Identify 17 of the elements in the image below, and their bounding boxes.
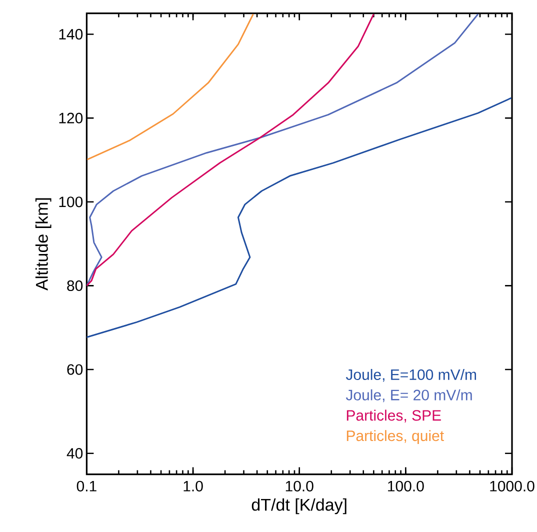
x-tick-label: 100.0: [388, 480, 424, 492]
x-axis-title: dT/dt [K/day]: [252, 498, 346, 514]
text: Particles, quiet: [346, 430, 444, 444]
x-tick-label: 1000.0: [490, 480, 534, 492]
y-tick-label: 40: [66, 448, 83, 459]
y-tick-label: 140: [59, 28, 83, 40]
text: Joule, E= 20 mV/m: [346, 389, 472, 402]
x-tick-label: 0.1: [76, 480, 96, 492]
y-tick-label: 60: [67, 364, 83, 375]
x-tick-label: 1.0: [184, 480, 203, 492]
text: Particles, SPE: [346, 410, 441, 422]
text: Joule, E=100 mV/m: [346, 368, 476, 382]
y-tick-label: 100: [59, 196, 83, 208]
y-axis-title: Altitude [km]: [35, 198, 52, 291]
y-tick-label: 120: [59, 112, 83, 124]
x-tick-label: 10.0: [286, 480, 314, 492]
y-tick-label: 80: [67, 280, 83, 292]
